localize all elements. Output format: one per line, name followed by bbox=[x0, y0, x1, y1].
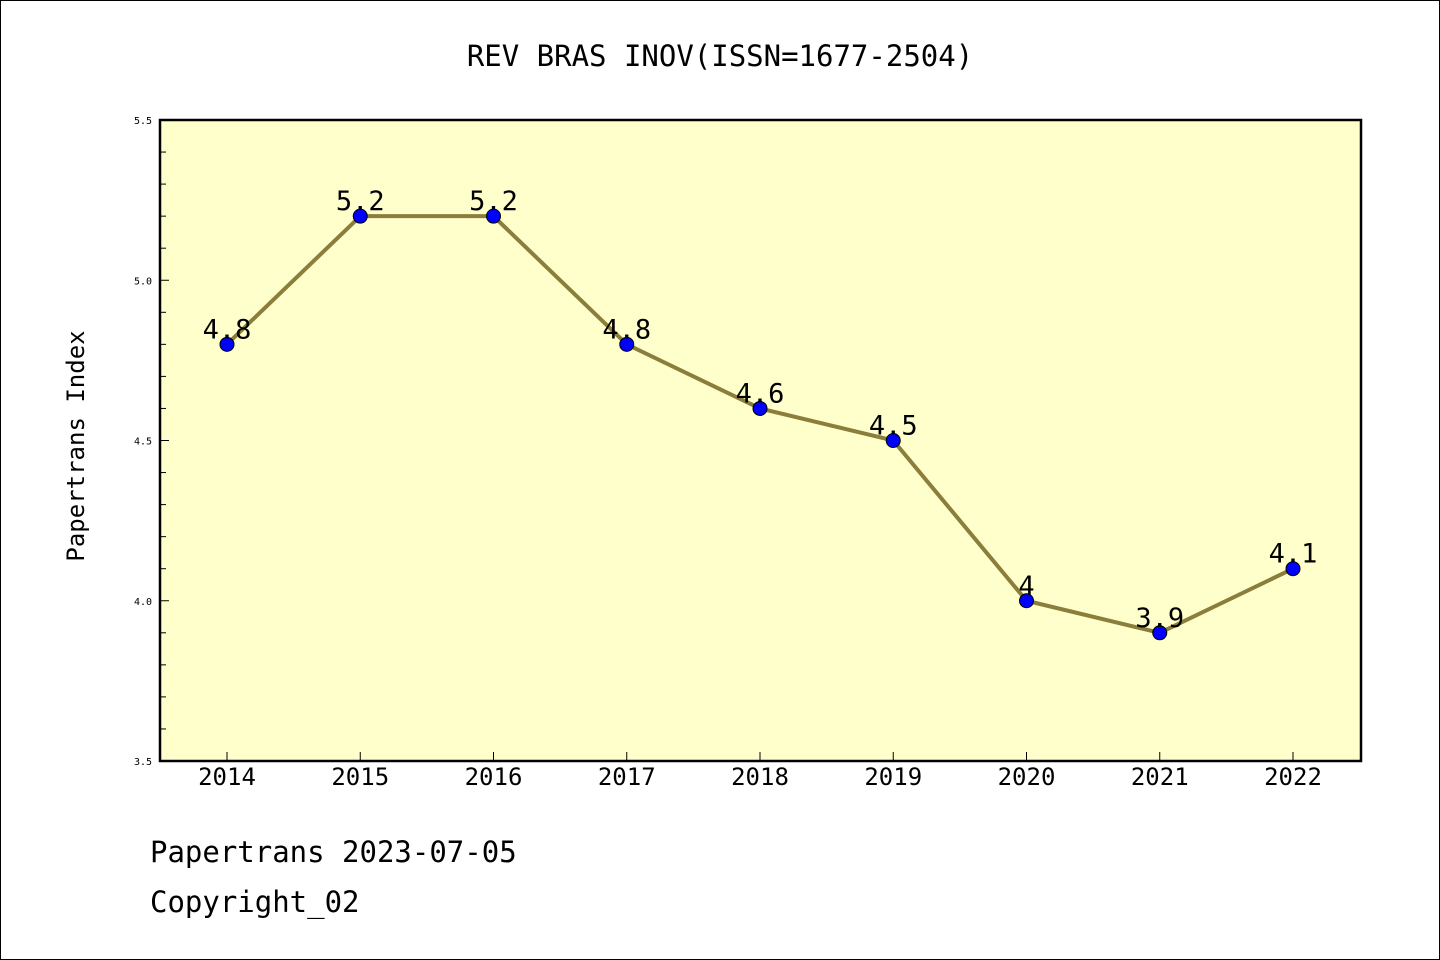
data-point bbox=[619, 336, 635, 352]
data-point bbox=[352, 208, 368, 224]
data-label: 3.9 bbox=[1135, 603, 1184, 634]
data-point bbox=[219, 336, 235, 352]
data-label: 5.2 bbox=[336, 186, 385, 217]
data-point bbox=[885, 433, 901, 448]
series-layer: 4.8 5.2 5.2 4.8 4.6 4.5 4 3.9 4.1 bbox=[203, 186, 1318, 641]
x-tick-label: 2015 bbox=[331, 763, 389, 791]
y-tick-label: 3.5 bbox=[134, 757, 152, 768]
data-label: 4.1 bbox=[1269, 539, 1318, 570]
data-label: 4.8 bbox=[203, 314, 252, 345]
x-tick-label: 2020 bbox=[998, 763, 1056, 791]
data-point bbox=[1019, 593, 1034, 609]
data-label: 5.2 bbox=[469, 186, 518, 217]
data-label: 4.6 bbox=[736, 378, 785, 409]
data-label: 4.5 bbox=[869, 411, 918, 442]
y-tick-label: 5.5 bbox=[134, 116, 152, 127]
y-axis: 3.5 4.0 4.5 5.0 5.5 bbox=[134, 116, 169, 768]
x-tick-label: 2022 bbox=[1264, 763, 1322, 791]
data-point bbox=[486, 208, 501, 224]
data-label: 4.8 bbox=[602, 314, 651, 345]
x-axis: 2014 2015 2016 2017 2018 2019 2020 2021 2022 bbox=[198, 752, 1322, 791]
footer-copyright: Copyright_02 bbox=[150, 885, 360, 919]
plot-border bbox=[158, 118, 1363, 763]
x-tick-label: 2018 bbox=[731, 763, 789, 791]
x-tick-label: 2014 bbox=[198, 763, 256, 791]
y-tick-label: 4.5 bbox=[134, 437, 152, 448]
y-axis-label: Papertrans Index bbox=[62, 330, 90, 561]
x-tick-label: 2019 bbox=[864, 763, 922, 791]
data-point bbox=[1152, 625, 1168, 641]
x-tick-label: 2016 bbox=[465, 763, 523, 791]
y-tick-label: 5.0 bbox=[134, 276, 152, 287]
y-tick-label: 4.0 bbox=[134, 597, 152, 608]
x-tick-label: 2021 bbox=[1131, 763, 1189, 791]
chart-title: REV BRAS INOV(ISSN=1677-2504) bbox=[467, 39, 973, 73]
data-point bbox=[1285, 561, 1301, 577]
data-label: 4 bbox=[1018, 571, 1034, 602]
data-point bbox=[752, 400, 768, 416]
plot-area bbox=[160, 120, 1361, 761]
x-tick-label: 2017 bbox=[598, 763, 656, 791]
footer-date: Papertrans 2023-07-05 bbox=[150, 835, 517, 869]
